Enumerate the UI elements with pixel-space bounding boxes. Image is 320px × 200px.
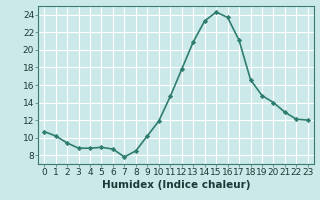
- X-axis label: Humidex (Indice chaleur): Humidex (Indice chaleur): [102, 180, 250, 190]
